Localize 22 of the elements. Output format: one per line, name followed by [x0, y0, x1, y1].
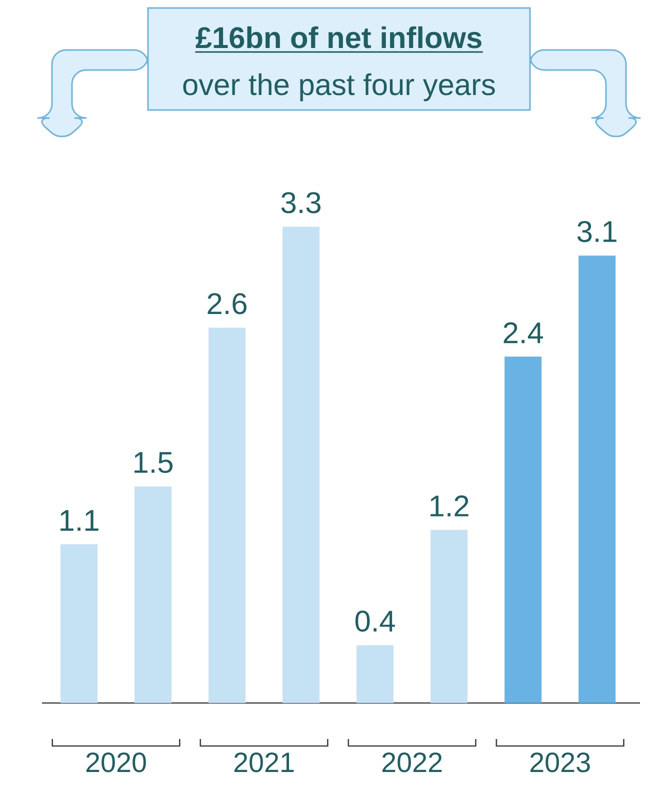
data-label: 3.1 — [577, 220, 616, 242]
bar — [430, 530, 468, 703]
data-label: 1.1 — [60, 510, 98, 531]
chart-title: £16bn of net inflows — [196, 26, 482, 48]
data-label: 3.3 — [281, 192, 320, 214]
data-label: 1.5 — [134, 452, 173, 474]
bar — [578, 256, 616, 703]
x-tick-label: 2020 — [86, 752, 146, 772]
bar — [504, 356, 542, 703]
data-label: 2.4 — [504, 322, 543, 344]
bar — [282, 226, 320, 703]
x-tick-label: 2021 — [234, 752, 294, 772]
data-label: 2.6 — [208, 293, 246, 314]
chart-subtitle: over the past four years — [183, 73, 495, 102]
bar — [134, 486, 172, 703]
data-label: 1.2 — [430, 495, 468, 516]
bar — [60, 544, 98, 703]
x-tick-label: 2023 — [530, 752, 590, 772]
x-tick-label: 2022 — [382, 752, 442, 772]
bar — [356, 645, 394, 703]
data-label: 0.4 — [355, 610, 395, 632]
bar — [208, 328, 246, 703]
